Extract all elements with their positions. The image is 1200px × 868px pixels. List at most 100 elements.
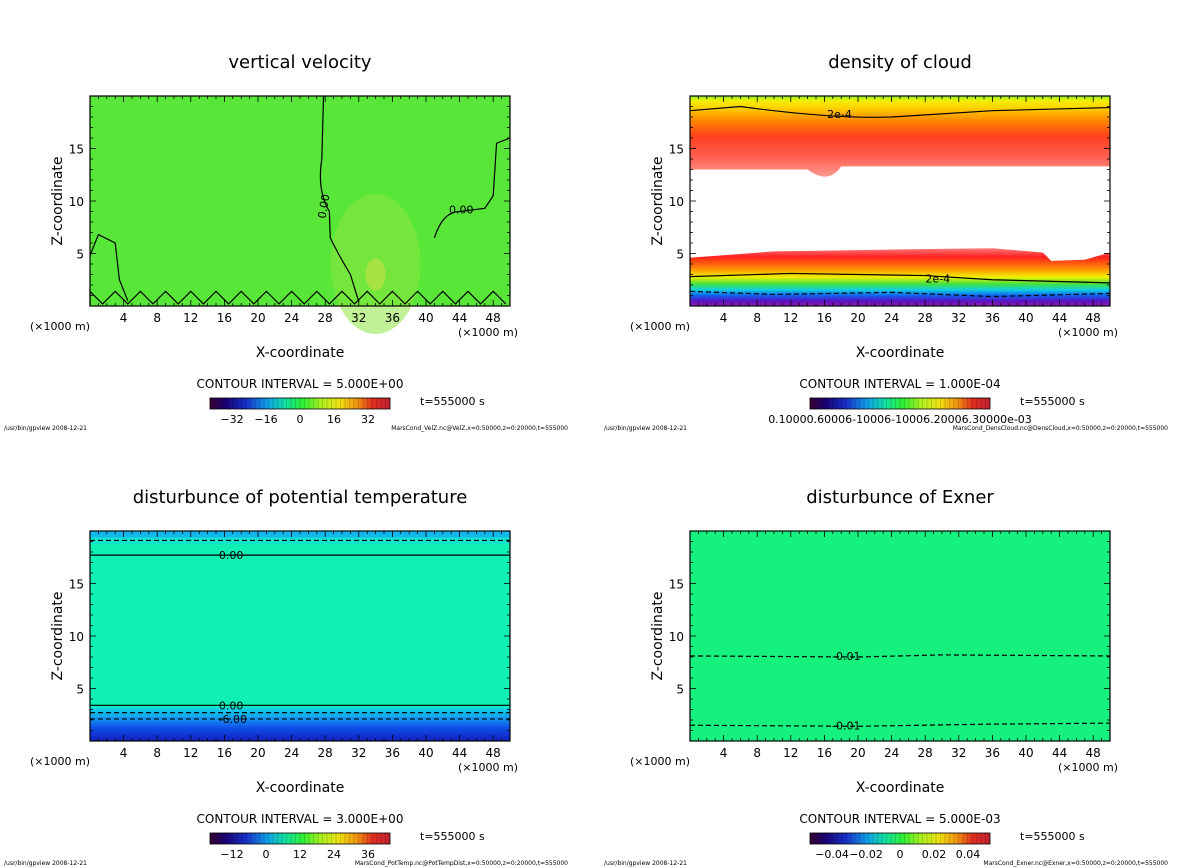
x-tick-label: 24 (884, 746, 899, 760)
x-tick-label: 16 (817, 746, 832, 760)
footer-left: /usr/bin/gpview 2008-12-21 (4, 860, 87, 867)
time-label: t=555000 s (420, 830, 485, 843)
x-tick-label: 4 (120, 746, 128, 760)
x-tick-label: 12 (183, 746, 198, 760)
y-tick-label: 10 (669, 630, 684, 644)
contour-interval: CONTOUR INTERVAL = 5.000E+00 (197, 377, 404, 391)
colorbar-tick-label: 36 (361, 848, 375, 861)
time-label: t=555000 s (1020, 395, 1085, 408)
contour-line-dashed (689, 654, 1111, 658)
panel-title: disturbunce of Exner (806, 487, 994, 508)
x-tick-label: 44 (452, 746, 467, 760)
field-background (690, 531, 1110, 741)
colorbar-tick-label: 16 (327, 413, 341, 426)
colorbar-tick-label: 0.10000.60006-10006-10006.20006.30000e-0… (768, 413, 1032, 426)
x-unit-label-left: (×1000 m) (630, 755, 690, 768)
x-tick-label: 48 (486, 746, 501, 760)
contour-interval: CONTOUR INTERVAL = 5.000E-03 (799, 812, 1000, 826)
contour-label: 2e-4 (925, 273, 950, 286)
x-tick-label: 24 (884, 311, 899, 325)
x-tick-label: 32 (951, 746, 966, 760)
contour-line (689, 105, 1111, 118)
x-unit-label-left: (×1000 m) (30, 755, 90, 768)
y-tick-label: 15 (669, 578, 684, 592)
contour-label: -0.01 (832, 650, 860, 663)
cloud-upper-layer (690, 96, 1110, 177)
x-tick-label: 40 (1018, 311, 1033, 325)
x-tick-label: 32 (351, 746, 366, 760)
x-unit-label-right: (×1000 m) (1058, 761, 1118, 774)
x-tick-label: 32 (951, 311, 966, 325)
x-axis-label: X-coordinate (256, 345, 345, 361)
x-tick-label: 36 (385, 311, 400, 325)
x-tick-label: 44 (1052, 746, 1067, 760)
y-tick-label: 15 (69, 578, 84, 592)
contour-surface-ripples (89, 289, 507, 306)
x-tick-label: 28 (918, 311, 933, 325)
colorbar-tick-label: −0.04 (815, 848, 849, 861)
y-tick-label: 5 (676, 248, 684, 262)
field-top-band-2 (90, 531, 510, 538)
x-tick-label: 12 (183, 311, 198, 325)
panel-title: disturbunce of potential temperature (133, 487, 468, 508)
contour-line (89, 233, 129, 301)
x-tick-label: 8 (753, 746, 761, 760)
contour-interval: CONTOUR INTERVAL = 3.000E+00 (197, 812, 404, 826)
x-tick-label: 28 (918, 746, 933, 760)
x-tick-label: 48 (486, 311, 501, 325)
x-tick-label: 12 (783, 311, 798, 325)
x-tick-label: 32 (351, 311, 366, 325)
footer-right: MarsCond_Exner.nc@Exner,x=0:50000,z=0:20… (983, 860, 1168, 867)
x-tick-label: 24 (284, 311, 299, 325)
colorbar-tick-label: 0 (263, 848, 270, 861)
footer-right: MarsCond_PotTemp.nc@PotTempDist,x=0:5000… (355, 860, 568, 867)
x-tick-label: 20 (850, 311, 865, 325)
x-tick-label: 44 (1052, 311, 1067, 325)
x-tick-label: 44 (452, 311, 467, 325)
x-tick-label: 4 (120, 311, 128, 325)
panel-3: disturbunce of potential temperature 0.00… (4, 487, 568, 867)
footer-left: /usr/bin/gpview 2008-12-21 (4, 425, 87, 432)
x-tick-label: 48 (1086, 746, 1101, 760)
colorbar-tick-label: 12 (293, 848, 307, 861)
field-updraft-core (365, 258, 386, 291)
x-unit-label-left: (×1000 m) (30, 320, 90, 333)
x-tick-label: 8 (753, 311, 761, 325)
contour-line-dashed (689, 722, 1111, 727)
x-axis-label: X-coordinate (856, 780, 945, 796)
contour-line (319, 95, 360, 302)
x-tick-label: 36 (985, 746, 1000, 760)
x-tick-label: 16 (217, 746, 232, 760)
y-tick-label: 5 (76, 683, 84, 697)
x-unit-label-right: (×1000 m) (1058, 326, 1118, 339)
x-tick-label: 8 (153, 311, 161, 325)
x-unit-label-right: (×1000 m) (458, 761, 518, 774)
field-background (90, 96, 510, 306)
x-tick-label: 4 (720, 746, 728, 760)
colorbar-tick-label: 24 (327, 848, 341, 861)
time-label: t=555000 s (420, 395, 485, 408)
x-axis-label: X-coordinate (856, 345, 945, 361)
x-tick-label: 40 (418, 746, 433, 760)
x-tick-label: 28 (318, 311, 333, 325)
contour-label: -0.01 (832, 719, 860, 732)
colorbar-tick-label: 0 (897, 848, 904, 861)
x-unit-label-right: (×1000 m) (458, 326, 518, 339)
contour-line (689, 272, 1111, 284)
x-unit-label-left: (×1000 m) (630, 320, 690, 333)
x-tick-label: 48 (1086, 311, 1101, 325)
y-tick-label: 10 (69, 195, 84, 209)
contour-line-dashed (689, 290, 1111, 298)
x-tick-label: 36 (985, 311, 1000, 325)
contour-interval: CONTOUR INTERVAL = 1.000E-04 (799, 377, 1000, 391)
cloud-lower-layer (690, 248, 1110, 306)
contour-label: 0.00 (449, 203, 474, 216)
y-tick-label: 5 (76, 248, 84, 262)
contour-label: 2e-4 (827, 108, 852, 121)
colorbar-tick-label: 0.02 (922, 848, 947, 861)
y-axis-label: Z-coordinate (650, 156, 666, 245)
panel-title: density of cloud (828, 52, 972, 73)
x-tick-label: 20 (250, 311, 265, 325)
